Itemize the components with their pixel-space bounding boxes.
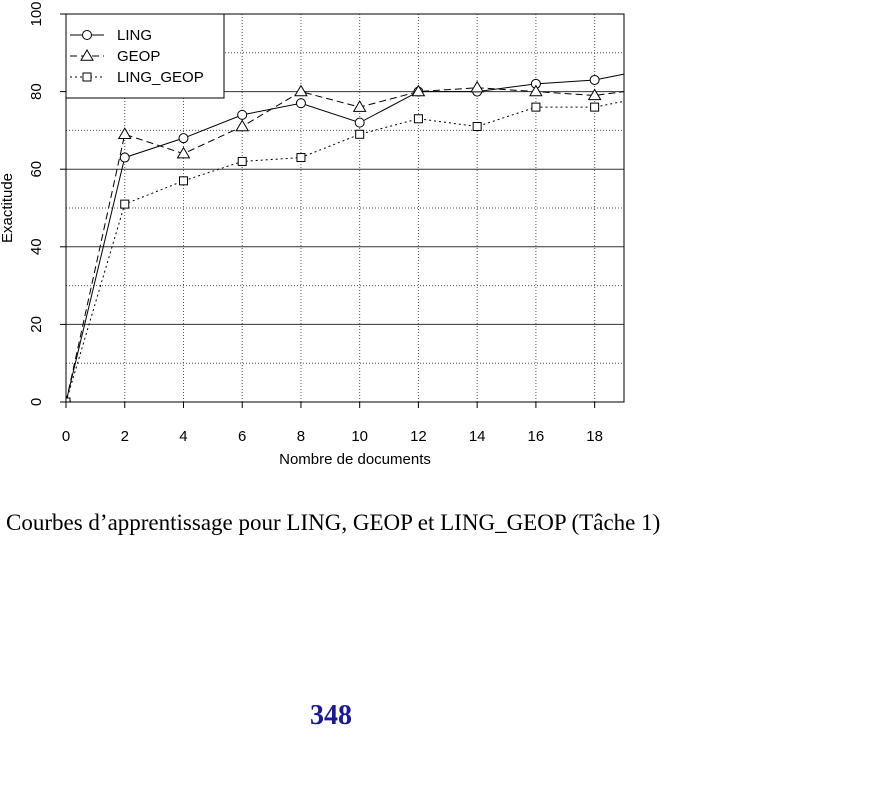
data-point: [589, 74, 600, 85]
x-tick-label: 0: [62, 428, 70, 445]
data-point: [411, 84, 426, 97]
chart-grid: [65, 14, 624, 402]
data-point: [66, 397, 71, 402]
y-tick-label: 60: [28, 161, 45, 178]
data-point: [120, 199, 130, 209]
data-point: [354, 117, 365, 128]
data-point: [178, 176, 188, 186]
y-tick-label: 40: [28, 238, 45, 255]
data-point: [176, 146, 191, 159]
x-tick-label: 14: [469, 428, 486, 445]
y-tick-label: 20: [28, 316, 45, 333]
data-point: [235, 119, 250, 132]
data-point: [117, 127, 132, 139]
x-tick-label: 6: [238, 428, 246, 445]
data-point: [178, 133, 189, 144]
legend-item: LING_GEOP: [70, 69, 204, 86]
x-tick-label: 12: [410, 428, 427, 445]
y-axis-title: Exactitude: [0, 173, 16, 243]
x-tick-label: 4: [179, 428, 187, 445]
series-ling_geop: [66, 100, 624, 402]
data-point: [529, 84, 543, 97]
data-point: [295, 98, 306, 109]
data-point: [237, 156, 247, 166]
data-point: [472, 122, 482, 132]
x-tick-label: 2: [121, 428, 129, 445]
data-point: [355, 129, 365, 139]
data-point: [294, 84, 308, 97]
series-line: [66, 73, 624, 402]
legend-label: LING: [117, 27, 152, 44]
data-point: [352, 100, 367, 112]
y-tick-label: 80: [28, 83, 45, 100]
series-line: [66, 87, 624, 402]
legend-label: GEOP: [117, 48, 160, 65]
x-axis-title: Nombre de documents: [279, 451, 431, 468]
data-point: [587, 88, 602, 101]
x-tick-label: 10: [351, 428, 368, 445]
series-geop: [66, 80, 624, 402]
legend-label: LING_GEOP: [117, 69, 204, 86]
y-tick-label: 100: [28, 1, 45, 26]
legend-marker: [82, 72, 92, 82]
data-point: [470, 80, 485, 93]
x-tick-label: 16: [528, 428, 545, 445]
chart-legend: LING GEOP LING_GEOP: [65, 13, 225, 99]
figure-caption: Courbes d’apprentissage pour LING, GEOP …: [6, 510, 661, 535]
legend-marker: [80, 49, 94, 61]
data-point: [531, 102, 541, 112]
data-point: [296, 153, 306, 163]
x-tick-label: 18: [586, 428, 603, 445]
legend-item: LING: [70, 27, 152, 44]
data-point: [413, 114, 423, 124]
legend-item: GEOP: [70, 48, 160, 65]
data-point: [590, 102, 600, 112]
series-ling: [66, 73, 624, 402]
y-tick-label: 0: [28, 398, 45, 406]
x-tick-label: 8: [297, 428, 305, 445]
chart-axes: 0 2 4 6 8 10 12 14 16 18 0 20 40 60 80 100: [28, 1, 625, 445]
legend-marker: [82, 30, 92, 40]
chart-series: [66, 73, 624, 402]
plot-frame: [65, 13, 625, 403]
series-line: [66, 100, 624, 402]
data-point: [119, 152, 130, 163]
data-point: [237, 109, 248, 120]
page-number: 348: [310, 700, 352, 731]
